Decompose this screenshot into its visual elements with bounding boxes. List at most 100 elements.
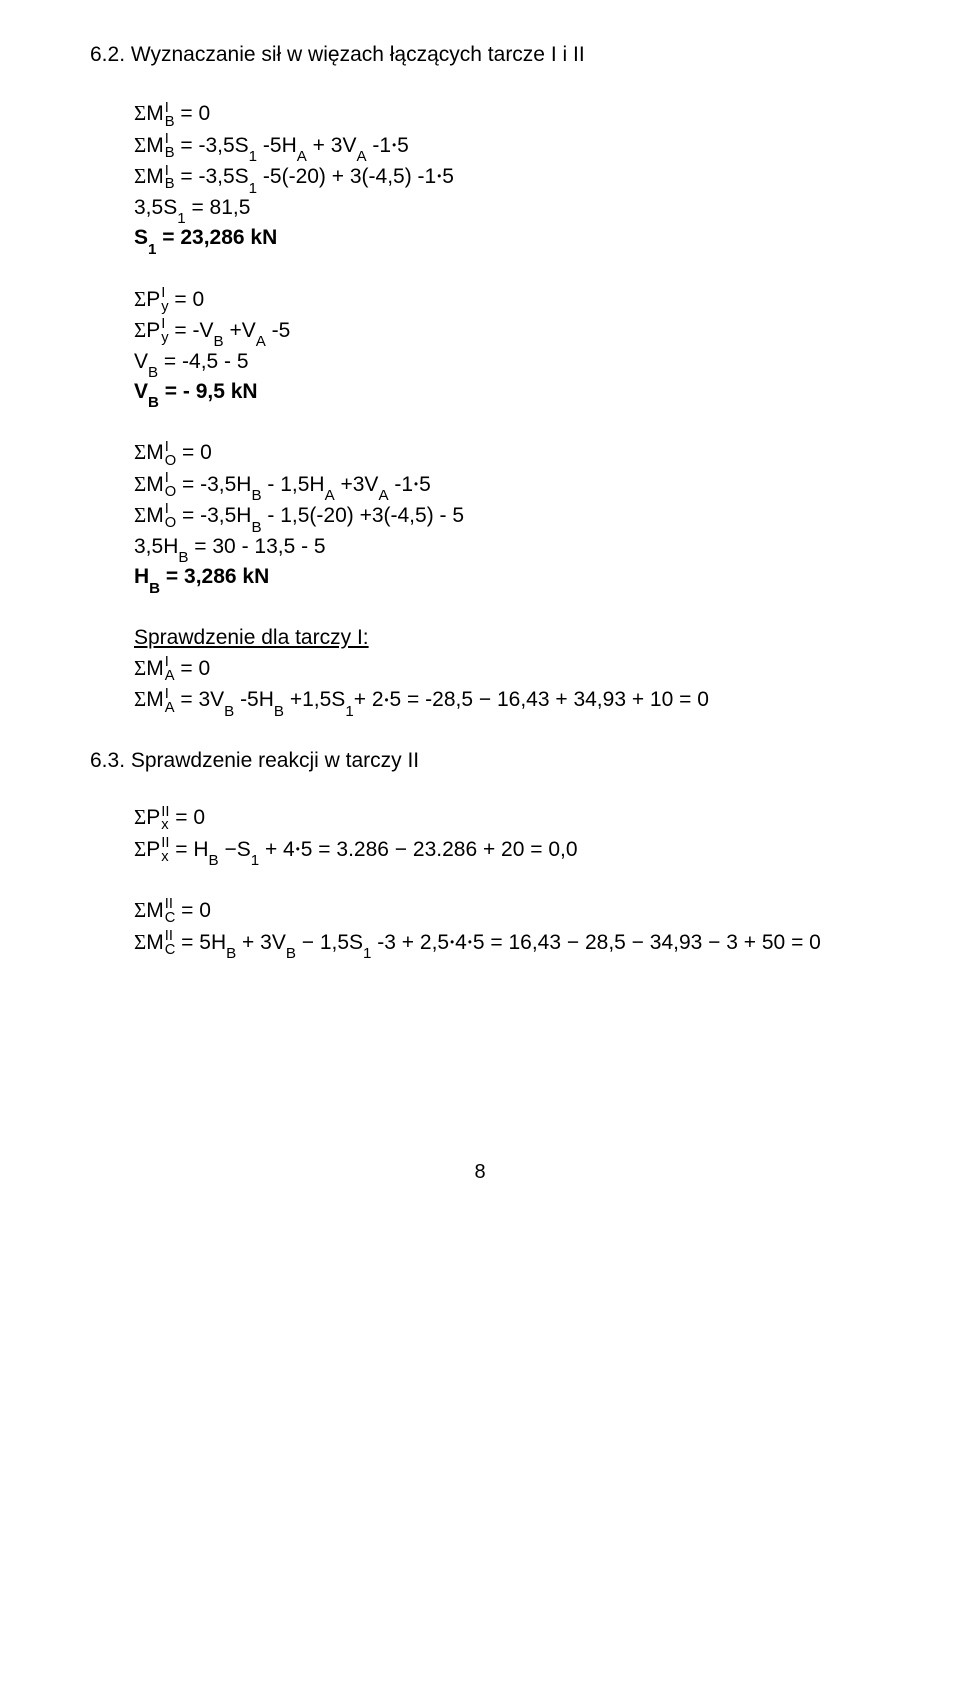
section-heading-63: 6.3. Sprawdzenie reakcji w tarczy II: [90, 746, 870, 776]
t: 3,5H: [134, 535, 178, 558]
eq-line: ΣMIB = -3,5S1 -5HA + 3VA -1•5: [134, 130, 870, 161]
sigma: Σ: [134, 805, 146, 829]
check-heading: Sprawdzenie dla tarczy I:: [134, 623, 870, 653]
sub: B: [148, 394, 159, 411]
t: = -3,5H: [176, 473, 251, 496]
eq-line: ΣMIO = 0: [134, 437, 870, 468]
t: + 2: [354, 688, 384, 711]
supsub: IO: [165, 472, 176, 500]
supsub: IA: [165, 688, 175, 716]
eq-line: ΣPIIx = 0: [134, 802, 870, 833]
sigma: Σ: [134, 656, 146, 680]
t: 5: [442, 165, 454, 188]
supsub: IB: [165, 165, 175, 193]
t: = 0: [176, 441, 212, 464]
sub: B: [224, 703, 234, 720]
t: 5: [397, 134, 409, 157]
sub: 1: [148, 241, 156, 258]
t: = -3,5H: [176, 504, 251, 527]
t: -5H: [234, 688, 274, 711]
t: M: [146, 134, 164, 157]
eq-line: 3,5HB = 30 - 13,5 - 5: [134, 532, 870, 562]
t: +1,5S: [284, 688, 345, 711]
t: +3V: [335, 473, 379, 496]
sigma: Σ: [134, 287, 146, 311]
t: P: [146, 806, 160, 829]
t: -1: [389, 473, 414, 496]
sub: B: [209, 852, 219, 869]
t: = 30 - 13,5 - 5: [188, 535, 325, 558]
t: = - 9,5 kN: [159, 380, 258, 403]
t: = 81,5: [186, 196, 251, 219]
sub: B: [251, 487, 261, 504]
t: M: [146, 657, 164, 680]
t: = -V: [169, 319, 214, 342]
t: M: [146, 441, 164, 464]
t: = 0: [169, 806, 205, 829]
sub: 1: [249, 180, 257, 197]
t: - 1,5(-20) +3(-4,5) - 5: [262, 504, 464, 527]
sub: B: [274, 703, 284, 720]
page-number: 8: [90, 1158, 870, 1187]
supsub: IB: [165, 133, 175, 161]
t: = H: [169, 838, 208, 861]
cdot: •: [467, 937, 473, 949]
t: -5(-20) + 3(-4,5) -1: [257, 165, 436, 188]
t: M: [146, 473, 164, 496]
eq-line: ΣMIA = 3VB -5HB +1,5S1+ 2•5 = -28,5 − 16…: [134, 684, 870, 715]
sub: 1: [249, 148, 257, 165]
sigma: Σ: [134, 898, 146, 922]
cdot: •: [391, 140, 397, 152]
sub: A: [325, 487, 335, 504]
sigma: Σ: [134, 687, 146, 711]
sub: 1: [177, 210, 185, 227]
t: = 0: [175, 657, 211, 680]
eq-line: ΣMIIC = 0: [134, 895, 870, 926]
cdot: •: [449, 937, 455, 949]
section-heading-62: 6.2. Wyznaczanie sił w więzach łączących…: [90, 40, 870, 70]
sigma: Σ: [134, 503, 146, 527]
eq-line: ΣMIB = 0: [134, 98, 870, 129]
t: = 5H: [175, 931, 226, 954]
t: -5: [266, 319, 291, 342]
eq-result: S1 = 23,286 kN: [134, 223, 870, 253]
t: -3 + 2,5: [371, 931, 449, 954]
t: = 0: [169, 288, 205, 311]
eq-result: VB = - 9,5 kN: [134, 377, 870, 407]
t: 4: [455, 931, 467, 954]
t: H: [134, 565, 149, 588]
t: M: [146, 504, 164, 527]
eq-line: ΣMIO = -3,5HB - 1,5HA +3VA -1•5: [134, 469, 870, 500]
t: P: [146, 838, 160, 861]
t: − 1,5S: [296, 931, 363, 954]
sub: B: [149, 580, 160, 597]
sub: B: [251, 519, 261, 536]
supsub: IA: [165, 656, 175, 684]
t: V: [134, 350, 148, 373]
t: +V: [224, 319, 256, 342]
t: = 0: [175, 102, 211, 125]
t: M: [146, 899, 164, 922]
sigma: Σ: [134, 440, 146, 464]
cdot: •: [413, 479, 419, 491]
t: + 3V: [236, 931, 286, 954]
t: 5 = -28,5 − 16,43 + 34,93 + 10 = 0: [390, 688, 709, 711]
t: = -4,5 - 5: [158, 350, 248, 373]
sub: 1: [363, 945, 371, 962]
eq-line: ΣPIy = -VB +VA -5: [134, 315, 870, 346]
t: S: [134, 226, 148, 249]
sub: A: [378, 487, 388, 504]
eq-line: ΣMIIC = 5HB + 3VB − 1,5S1 -3 + 2,5•4•5 =…: [134, 927, 870, 958]
t: −S: [219, 838, 251, 861]
supsub: IIC: [165, 898, 176, 926]
sub: A: [297, 148, 307, 165]
supsub: Iy: [161, 318, 168, 346]
t: -1: [367, 134, 392, 157]
equation-block-px2: ΣPIIx = 0 ΣPIIx = HB −S1 + 4•5 = 3.286 −…: [134, 802, 870, 865]
t: V: [134, 380, 148, 403]
t: M: [146, 688, 164, 711]
eq-line: VB = -4,5 - 5: [134, 347, 870, 377]
t: - 1,5H: [262, 473, 325, 496]
sigma: Σ: [134, 472, 146, 496]
t: + 3V: [307, 134, 357, 157]
